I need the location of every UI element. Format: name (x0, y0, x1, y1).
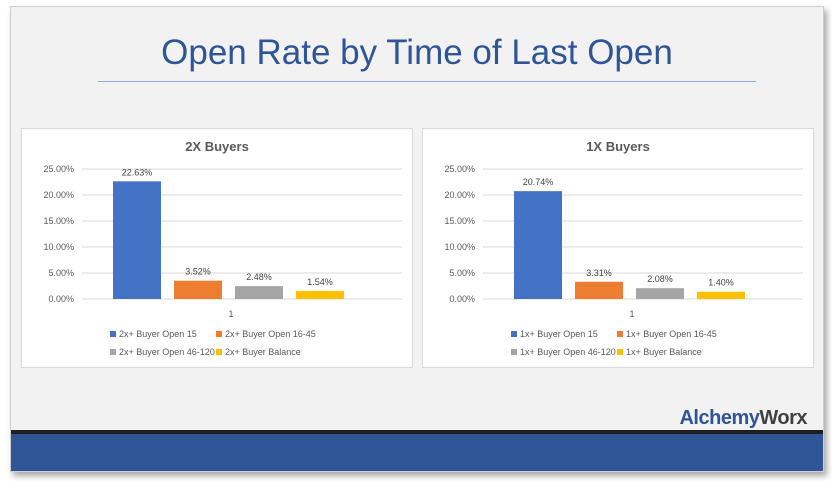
legend-swatch (617, 349, 623, 355)
logo-text-alchemy: Alchemy (679, 407, 760, 429)
chart-title: 2X Buyers (185, 139, 249, 154)
data-label: 3.52% (185, 267, 211, 277)
logo-text-worx: Worx (759, 407, 807, 429)
footer-bar (11, 434, 823, 471)
slide-content: Open Rate by Time of Last Open 2X Buyers… (21, 15, 814, 415)
y-tick-label: 10.00% (43, 242, 74, 252)
legend-swatch (216, 331, 222, 337)
legend-label: 2x+ Buyer Open 15 (119, 329, 197, 339)
title-underline (98, 81, 756, 82)
legend-label: 2x+ Buyer Balance (225, 347, 301, 357)
y-tick-label: 15.00% (43, 216, 74, 226)
bar-1 (113, 181, 161, 299)
legend-swatch (110, 331, 116, 337)
x-tick-label: 1 (228, 309, 233, 319)
bar-4 (296, 290, 344, 299)
bar-3 (636, 288, 684, 299)
alchemyworx-logo: AlchemyWorx (679, 407, 807, 430)
x-tick-label: 1 (629, 309, 634, 319)
slide: Open Rate by Time of Last Open 2X Buyers… (10, 6, 824, 472)
legend-label: 1x+ Buyer Open 15 (520, 329, 598, 339)
chart-title: 1X Buyers (586, 139, 650, 154)
y-tick-label: 5.00% (48, 268, 74, 278)
y-tick-label: 5.00% (449, 268, 475, 278)
legend-swatch (617, 331, 623, 337)
y-tick-label: 25.00% (444, 164, 475, 174)
slide-title: Open Rate by Time of Last Open (161, 33, 673, 72)
chart-panel-1x-buyers: 1X Buyers 25.00% 20.00% 15.00% 10.00% 5.00% 0.… (422, 128, 814, 368)
y-tick-label: 20.00% (43, 190, 74, 200)
y-tick-label: 15.00% (444, 216, 475, 226)
data-label: 2.08% (647, 274, 673, 284)
legend-label: 1x+ Buyer Open 16-45 (626, 329, 717, 339)
y-tick-label: 0.00% (48, 294, 74, 304)
bar-1 (514, 191, 562, 299)
footer-divider (11, 430, 823, 434)
legend-label: 1x+ Buyer Open 46-120 (520, 347, 616, 357)
legend-swatch (511, 331, 517, 337)
bar-3 (235, 286, 283, 299)
data-label: 1.54% (307, 277, 333, 287)
bar-4 (697, 291, 745, 299)
y-tick-label: 10.00% (444, 242, 475, 252)
bar-2 (575, 281, 623, 299)
legend-label: 2x+ Buyer Open 16-45 (225, 329, 316, 339)
chart-panel-2x-buyers: 2X Buyers 25.00% 20.00% 15.00% 10.00% 5.00% 0.… (21, 128, 413, 368)
data-label: 3.31% (586, 268, 612, 278)
data-label: 20.74% (523, 177, 554, 187)
y-tick-label: 25.00% (43, 164, 74, 174)
chart-2x-buyers: 2X Buyers 25.00% 20.00% 15.00% 10.00% 5.00% 0.… (43, 139, 402, 357)
legend-swatch (511, 349, 517, 355)
legend-swatch (216, 349, 222, 355)
y-tick-label: 20.00% (444, 190, 475, 200)
data-label: 1.40% (708, 278, 734, 288)
bar-2 (174, 280, 222, 299)
legend-swatch (110, 349, 116, 355)
data-label: 2.48% (246, 272, 272, 282)
y-tick-label: 0.00% (449, 294, 475, 304)
chart-1x-buyers: 1X Buyers 25.00% 20.00% 15.00% 10.00% 5.00% 0.… (444, 139, 803, 357)
legend-label: 2x+ Buyer Open 46-120 (119, 347, 215, 357)
legend-label: 1x+ Buyer Balance (626, 347, 702, 357)
data-label: 22.63% (122, 167, 153, 177)
